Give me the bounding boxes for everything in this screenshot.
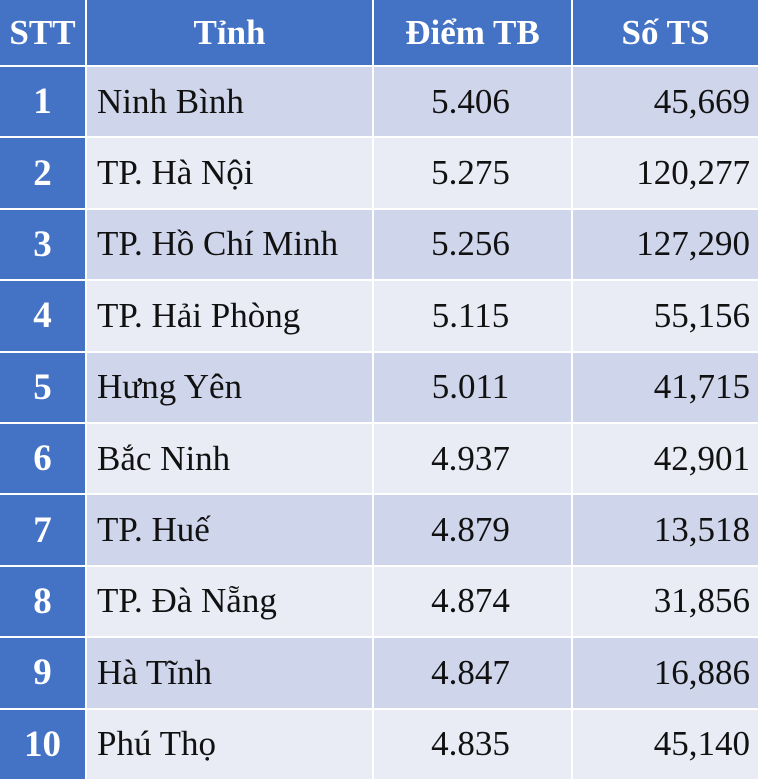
header-candidates: Số TS <box>573 0 758 67</box>
row-avg-score: 4.874 <box>374 566 573 639</box>
row-avg-score: 4.835 <box>374 709 573 781</box>
row-candidates: 45,140 <box>573 709 758 781</box>
row-province: Phú Thọ <box>87 709 374 781</box>
row-province: TP. Đà Nẵng <box>87 566 374 639</box>
row-candidates: 45,669 <box>573 67 758 139</box>
row-candidates: 120,277 <box>573 138 758 210</box>
row-avg-score: 5.275 <box>374 138 573 210</box>
header-stt: STT <box>0 0 87 67</box>
row-stt: 2 <box>0 138 87 210</box>
row-avg-score: 5.256 <box>374 209 573 282</box>
row-candidates: 42,901 <box>573 423 758 496</box>
row-stt: 7 <box>0 495 87 567</box>
row-avg-score: 4.879 <box>374 495 573 567</box>
row-province: Hưng Yên <box>87 352 374 424</box>
row-stt: 9 <box>0 638 87 710</box>
row-candidates: 41,715 <box>573 352 758 424</box>
row-stt: 6 <box>0 423 87 496</box>
row-candidates: 13,518 <box>573 495 758 567</box>
row-stt: 1 <box>0 67 87 139</box>
row-avg-score: 5.115 <box>374 281 573 353</box>
row-stt: 8 <box>0 566 87 639</box>
row-province: TP. Hải Phòng <box>87 281 374 353</box>
header-province: Tỉnh <box>87 0 374 67</box>
row-candidates: 16,886 <box>573 638 758 710</box>
row-province: TP. Hà Nội <box>87 138 374 210</box>
row-stt: 5 <box>0 352 87 424</box>
row-stt: 3 <box>0 209 87 282</box>
row-candidates: 55,156 <box>573 281 758 353</box>
row-avg-score: 4.937 <box>374 423 573 496</box>
row-candidates: 31,856 <box>573 566 758 639</box>
row-avg-score: 4.847 <box>374 638 573 710</box>
header-avg-score: Điểm TB <box>374 0 573 67</box>
row-province: Ninh Bình <box>87 67 374 139</box>
row-avg-score: 5.011 <box>374 352 573 424</box>
row-stt: 10 <box>0 709 87 781</box>
row-province: Hà Tĩnh <box>87 638 374 710</box>
row-province: TP. Huế <box>87 495 374 567</box>
row-province: Bắc Ninh <box>87 423 374 496</box>
row-avg-score: 5.406 <box>374 67 573 139</box>
row-stt: 4 <box>0 281 87 353</box>
row-province: TP. Hồ Chí Minh <box>87 209 374 282</box>
row-candidates: 127,290 <box>573 209 758 282</box>
